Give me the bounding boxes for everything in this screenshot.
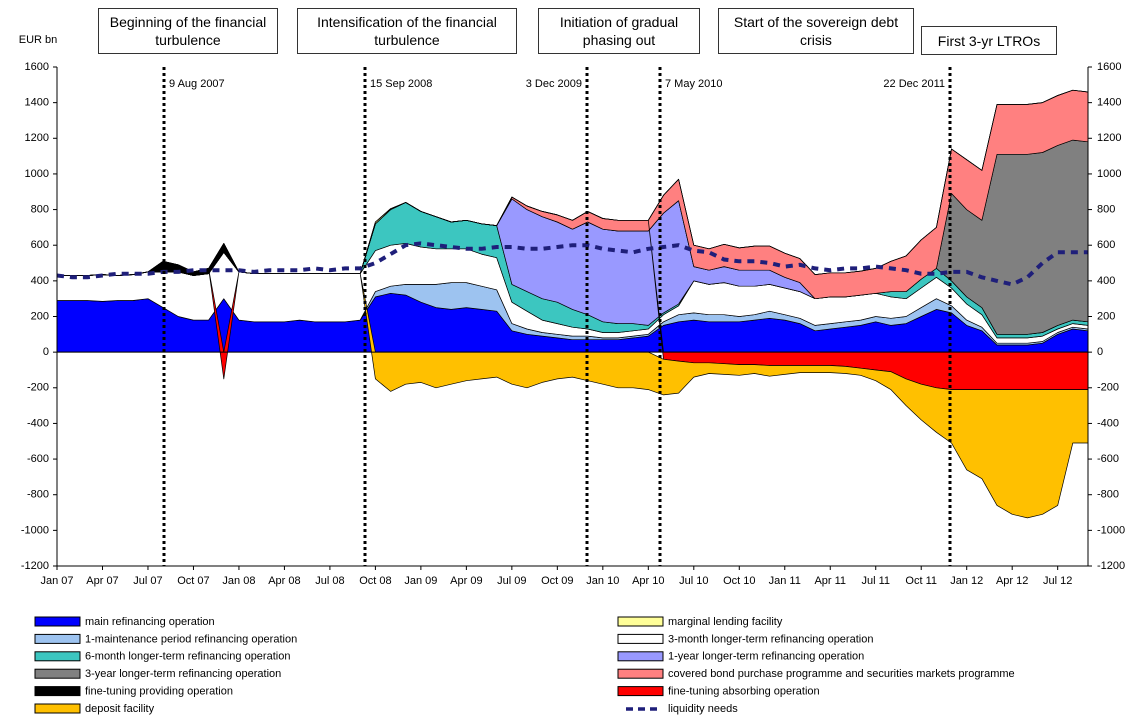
legend-swatch (34, 668, 81, 679)
legend-label: 1-year longer-term refinancing operation (668, 651, 864, 663)
x-tick-label: Jul 08 (315, 575, 344, 587)
x-tick-label: Apr 12 (996, 575, 1028, 587)
y-tick-label: -200 (27, 382, 49, 394)
y-axis-label: EUR bn (19, 34, 58, 46)
y-tick-label: 0 (43, 346, 49, 358)
x-tick-label: Apr 08 (268, 575, 300, 587)
y-tick-label: -1000 (21, 524, 49, 536)
legend-label: main refinancing operation (85, 616, 215, 628)
line (56, 241, 1088, 287)
x-tick-label: Apr 09 (450, 575, 482, 587)
y2-tick-label: -800 (1097, 489, 1119, 501)
x-tick-label: Apr 07 (86, 575, 118, 587)
event-label: 7 May 2010 (665, 78, 722, 90)
y-tick-label: 1200 (25, 132, 49, 144)
x-tick-label: Jan 10 (586, 575, 619, 587)
y-tick-label: 600 (31, 239, 49, 251)
y2-tick-label: 1200 (1097, 132, 1121, 144)
x-tick-label: Jul 09 (497, 575, 526, 587)
legend-label: 3-year longer-term refinancing operation (85, 668, 281, 680)
x-tick-label: Jan 09 (404, 575, 437, 587)
legend-swatch (617, 651, 664, 662)
y2-tick-label: 0 (1097, 346, 1103, 358)
legend-label: 1-maintenance period refinancing operati… (85, 633, 297, 645)
legend-swatch (34, 651, 81, 662)
y2-tick-label: 800 (1097, 203, 1115, 215)
x-tick-label: Oct 09 (541, 575, 573, 587)
phase-box: Initiation of gradual phasing out (538, 8, 700, 54)
y2-tick-label: -1000 (1097, 524, 1125, 536)
legend-swatch (617, 616, 664, 627)
y2-tick-label: -200 (1097, 382, 1119, 394)
x-tick-label: Apr 10 (632, 575, 664, 587)
y-tick-label: -800 (27, 489, 49, 501)
x-tick-label: Oct 07 (177, 575, 209, 587)
event-label: 15 Sep 2008 (370, 78, 432, 90)
areas (56, 89, 1089, 519)
legend-swatch (34, 686, 81, 697)
y-tick-label: 200 (31, 310, 49, 322)
y2-tick-label: 600 (1097, 239, 1115, 251)
legend-swatch (34, 633, 81, 644)
legend-swatch (617, 686, 664, 697)
event-label: 9 Aug 2007 (169, 78, 225, 90)
legend-label: covered bond purchase programme and secu… (668, 668, 1015, 680)
y2-tick-label: 1000 (1097, 168, 1121, 180)
x-tick-label: Apr 11 (814, 575, 846, 587)
x-tick-label: Jan 07 (40, 575, 73, 587)
y-tick-label: -1200 (21, 560, 49, 572)
y2-tick-label: 400 (1097, 275, 1115, 287)
y2-tick-label: -600 (1097, 453, 1119, 465)
y-tick-label: 800 (31, 203, 49, 215)
x-tick-label: Oct 10 (723, 575, 755, 587)
x-tick-label: Oct 11 (905, 575, 937, 587)
event-label: 3 Dec 2009 (526, 78, 582, 90)
x-tick-label: Jan 11 (769, 575, 801, 587)
legend-label: deposit facility (85, 703, 155, 715)
x-tick-label: Jul 10 (679, 575, 708, 587)
legend-label: liquidity needs (668, 703, 738, 715)
y2-tick-label: -400 (1097, 417, 1119, 429)
legend-label: fine-tuning absorbing operation (668, 686, 820, 698)
legend-label: marginal lending facility (668, 616, 783, 628)
y2-tick-label: 200 (1097, 310, 1115, 322)
phase-box: Start of the sovereign debt crisis (718, 8, 914, 54)
y2-tick-label: -1200 (1097, 560, 1125, 572)
y-tick-label: 400 (31, 275, 49, 287)
y2-tick-label: 1600 (1097, 61, 1121, 73)
y-tick-label: 1600 (25, 61, 49, 73)
x-tick-label: Jul 07 (133, 575, 162, 587)
x-tick-label: Jul 12 (1043, 575, 1072, 587)
y-tick-label: 1400 (25, 97, 49, 109)
x-tick-label: Oct 08 (359, 575, 391, 587)
legend-label: 6-month longer-term refinancing operatio… (85, 651, 290, 663)
legend-swatch (617, 668, 664, 679)
y-tick-label: -600 (27, 453, 49, 465)
phase-box: Intensification of the financial turbule… (297, 8, 517, 54)
legend-swatch (34, 616, 81, 627)
legend-label: fine-tuning providing operation (85, 686, 233, 698)
legend-swatch (617, 633, 664, 644)
x-tick-label: Jan 08 (222, 575, 255, 587)
legend-swatch (34, 703, 81, 714)
x-tick-label: Jul 11 (861, 575, 890, 587)
phase-box: First 3-yr LTROs (921, 26, 1057, 55)
legend-label: 3-month longer-term refinancing operatio… (668, 633, 873, 645)
y-tick-label: 1000 (25, 168, 49, 180)
x-tick-label: Jan 12 (950, 575, 983, 587)
event-label: 22 Dec 2011 (883, 78, 945, 90)
phase-box: Beginning of the financial turbulence (98, 8, 278, 54)
y2-tick-label: 1400 (1097, 97, 1121, 109)
y-tick-label: -400 (27, 417, 49, 429)
